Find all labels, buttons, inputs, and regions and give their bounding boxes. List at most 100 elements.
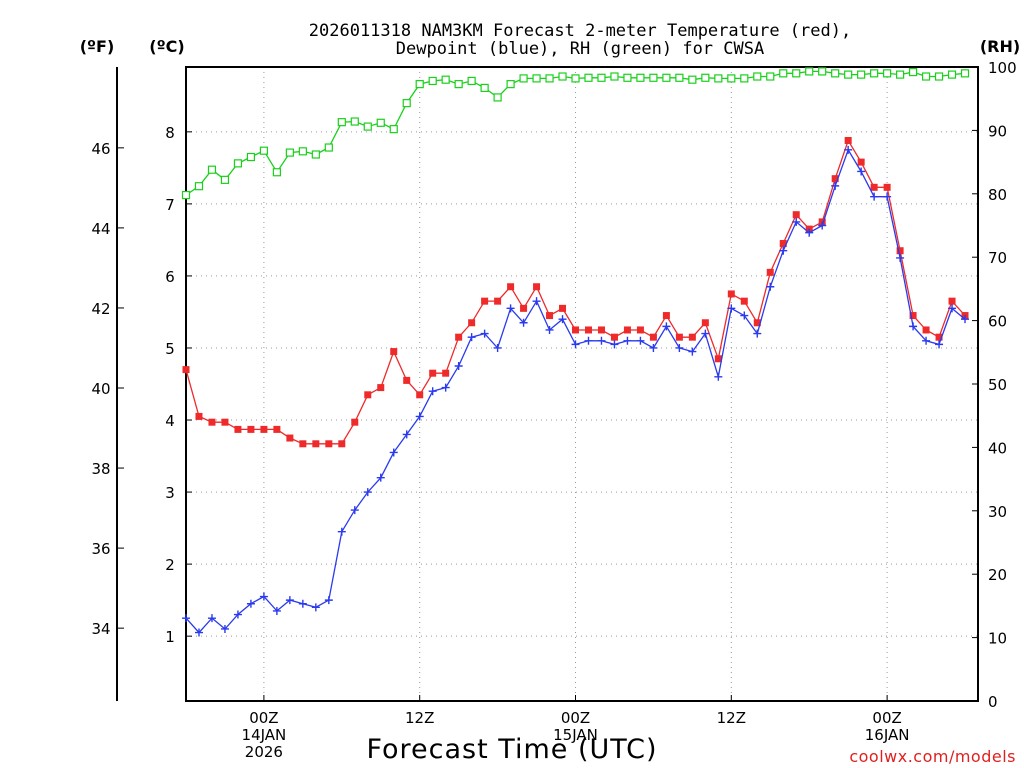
rh-axis-unit: (RH) — [980, 37, 1020, 56]
fahrenheit-tick-label: 44 — [91, 220, 110, 238]
rh-point — [181, 190, 191, 200]
fahrenheit-tick-label: 34 — [91, 620, 110, 638]
dewpoint-point — [714, 372, 723, 381]
temperature-point — [572, 326, 580, 334]
celsius-tick-label: 8 — [165, 124, 175, 142]
rh-point — [402, 99, 411, 108]
rh-point — [376, 118, 385, 127]
fahrenheit-tick-label: 42 — [91, 300, 110, 318]
rh-point — [779, 69, 788, 78]
dewpoint-point — [896, 253, 905, 262]
rh-point — [285, 148, 294, 157]
dewpoint-point — [831, 181, 840, 190]
temperature-point — [948, 297, 956, 305]
temperature-point — [766, 268, 774, 276]
rh-point — [701, 73, 710, 82]
rh-point — [480, 83, 489, 93]
dewpoint-point — [402, 430, 411, 439]
temperature-point — [403, 376, 411, 384]
series-layer — [181, 67, 970, 637]
rh-point — [584, 73, 593, 82]
dewpoint-point — [480, 329, 489, 338]
temperature-point — [429, 369, 437, 377]
rh-point — [766, 72, 775, 81]
dewpoint-point — [182, 614, 190, 623]
rh-tick-label: 90 — [988, 122, 1007, 140]
dewpoint-point — [415, 412, 424, 421]
rh-point — [506, 80, 515, 89]
rh-point — [727, 74, 736, 83]
rh-point — [493, 93, 502, 102]
temperature-point — [792, 211, 800, 219]
celsius-axis: 1 2 3 4 5 6 7 8 — [165, 124, 192, 646]
dewpoint-point — [922, 336, 931, 345]
credit-text: coolwx.com/models — [849, 747, 1016, 766]
temperature-point — [675, 333, 683, 341]
temperature-point — [857, 158, 865, 166]
rh-point — [259, 146, 269, 155]
dewpoint-point — [584, 336, 593, 345]
dewpoint-point — [662, 322, 671, 331]
rh-point — [675, 73, 684, 82]
rh-point — [363, 122, 372, 131]
rh-point — [753, 72, 762, 81]
temperature-point — [390, 348, 398, 356]
temperature-point — [325, 440, 333, 448]
time-tick-label: 00Z — [872, 709, 901, 727]
dewpoint-point — [454, 361, 463, 370]
rh-tick-label: 80 — [988, 186, 1007, 204]
fahrenheit-tick-label: 46 — [91, 140, 110, 158]
rh-point — [870, 69, 879, 78]
rh-point — [883, 69, 892, 78]
dewpoint-point — [883, 192, 892, 201]
time-tick-label: 00Z — [561, 709, 590, 727]
rh-point — [844, 70, 853, 79]
time-tick-label: 00Z — [249, 709, 278, 727]
rh-point — [532, 74, 541, 83]
dewpoint-point — [285, 596, 294, 605]
celsius-tick-label: 4 — [165, 412, 175, 430]
rh-point — [246, 152, 256, 162]
fahrenheit-tick-label: 38 — [91, 460, 110, 478]
dewpoint-point — [493, 343, 502, 352]
temperature-point — [182, 366, 190, 374]
temperature-point — [247, 425, 255, 433]
fahrenheit-tick-label: 40 — [91, 380, 110, 398]
temperature-point — [896, 247, 904, 255]
temperature-point — [260, 425, 268, 433]
temperature-point — [299, 440, 307, 448]
rh-tick-label: 100 — [988, 59, 1017, 77]
rh-point — [714, 74, 723, 83]
rh-tick-label: 10 — [988, 630, 1007, 648]
fahrenheit-axis-unit: (ºF) — [80, 37, 115, 56]
dewpoint-point — [948, 304, 957, 313]
dewpoint-point — [571, 340, 580, 349]
rh-point — [519, 74, 528, 83]
temperature-point — [364, 391, 372, 399]
temperature-point — [377, 384, 385, 392]
rh-tick-label: 0 — [988, 693, 998, 711]
temperature-point — [208, 418, 216, 426]
temperature-point — [870, 183, 878, 191]
rh-tick-label: 30 — [988, 503, 1007, 521]
dewpoint-point — [675, 343, 684, 352]
dewpoint-point — [779, 246, 788, 255]
dewpoint-point — [844, 145, 853, 154]
rh-point — [934, 72, 944, 81]
time-tick-label: 2026 — [245, 743, 283, 761]
temperature-point — [273, 425, 281, 433]
rh-point — [194, 182, 204, 191]
temperature-point — [753, 319, 761, 327]
celsius-axis-unit: (ºC) — [149, 37, 184, 56]
dewpoint-point — [428, 387, 437, 396]
dewpoint-point — [610, 340, 619, 349]
temperature-point — [701, 319, 709, 327]
dewpoint-point — [350, 506, 359, 515]
rh-point — [895, 70, 905, 79]
temperature-point — [597, 326, 605, 334]
rh-point — [350, 117, 359, 126]
temperature-point — [546, 312, 554, 320]
dewpoint-point — [766, 282, 775, 291]
dewpoint-point — [519, 318, 528, 327]
